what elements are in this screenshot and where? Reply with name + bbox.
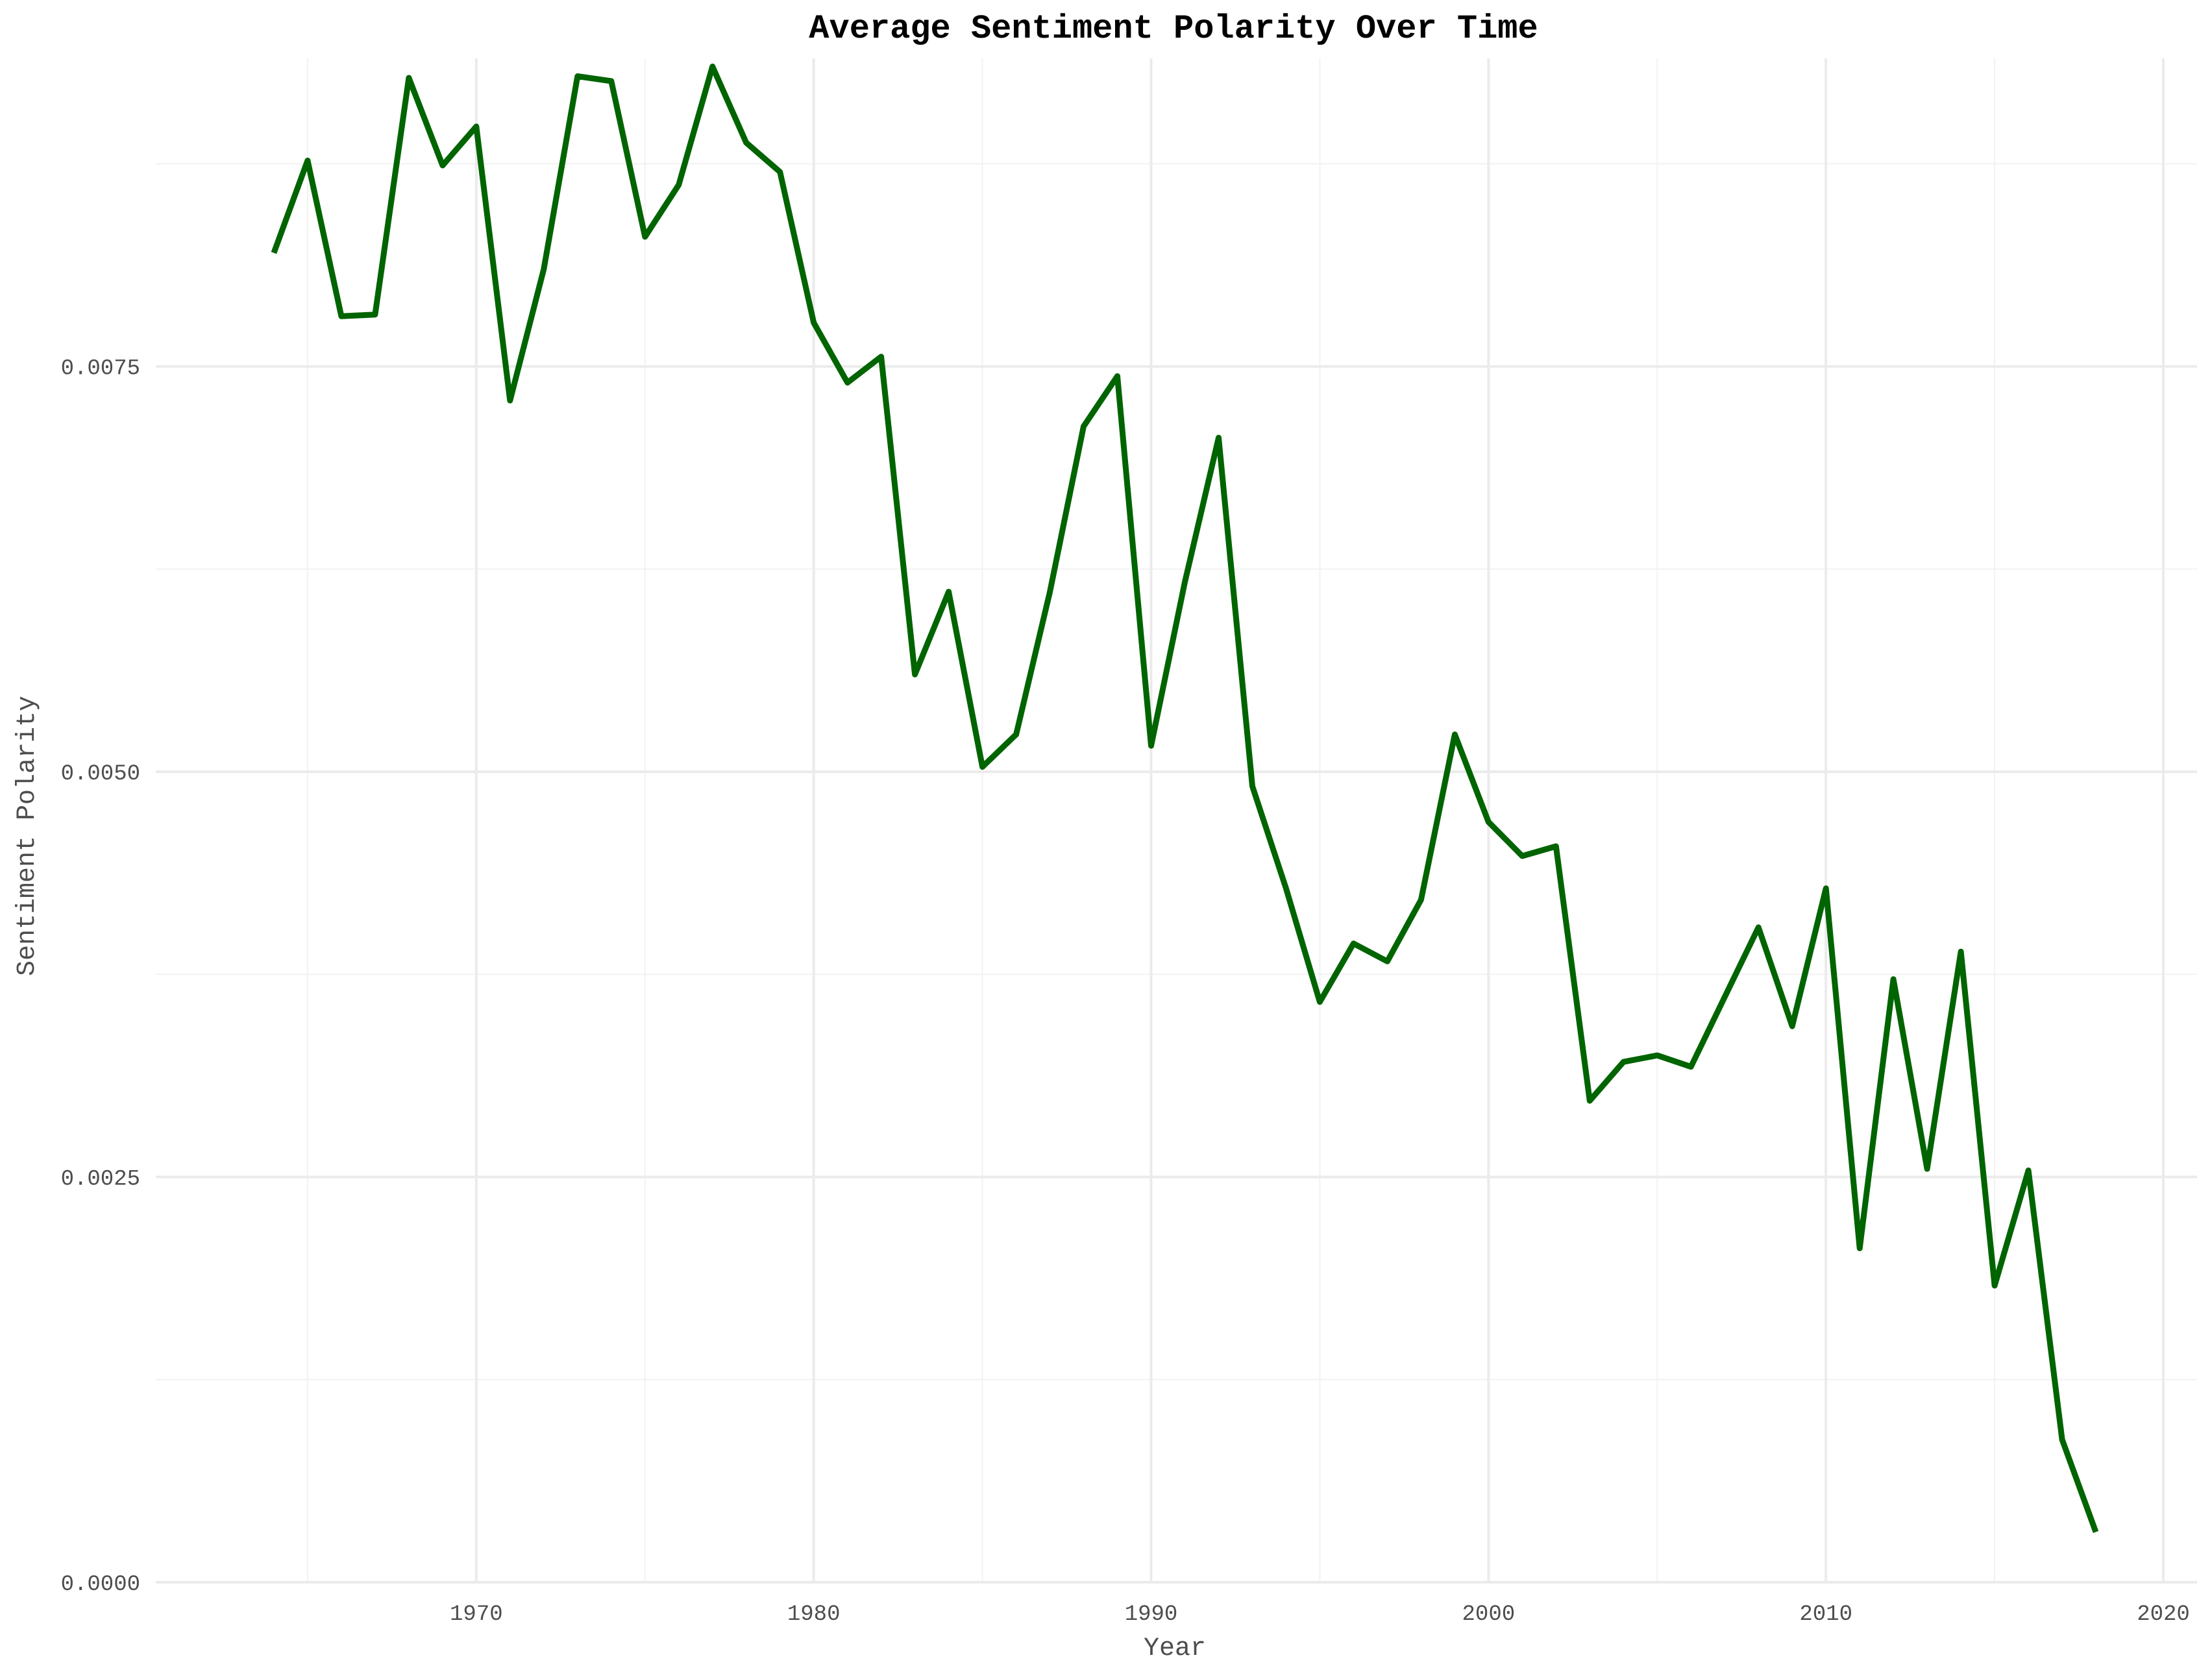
chart-title: Average Sentiment Polarity Over Time xyxy=(809,10,1538,48)
x-tick-label: 2010 xyxy=(1799,1602,1852,1627)
x-tick-label: 2020 xyxy=(2137,1602,2190,1627)
y-axis-label: Sentiment Polarity xyxy=(13,696,42,976)
x-axis-label: Year xyxy=(1144,1634,1206,1663)
y-tick-label: 0.0000 xyxy=(61,1573,140,1597)
x-tick-label: 1970 xyxy=(450,1602,503,1627)
x-tick-label: 2000 xyxy=(1462,1602,1516,1627)
x-tick-label: 1990 xyxy=(1125,1602,1178,1627)
series-layer xyxy=(271,64,2099,1534)
y-tick-label: 0.0025 xyxy=(61,1168,140,1192)
grid-lines xyxy=(156,58,2197,1584)
y-tick-label: 0.0075 xyxy=(61,357,140,382)
y-tick-labels: 0.0000 0.0025 0.0050 0.0075 xyxy=(61,357,140,1597)
y-tick-label: 0.0050 xyxy=(61,762,140,787)
x-tick-labels: 1970 1980 1990 2000 2010 2020 xyxy=(450,1602,2190,1627)
x-tick-label: 1980 xyxy=(787,1602,841,1627)
series-line xyxy=(271,64,2099,1534)
